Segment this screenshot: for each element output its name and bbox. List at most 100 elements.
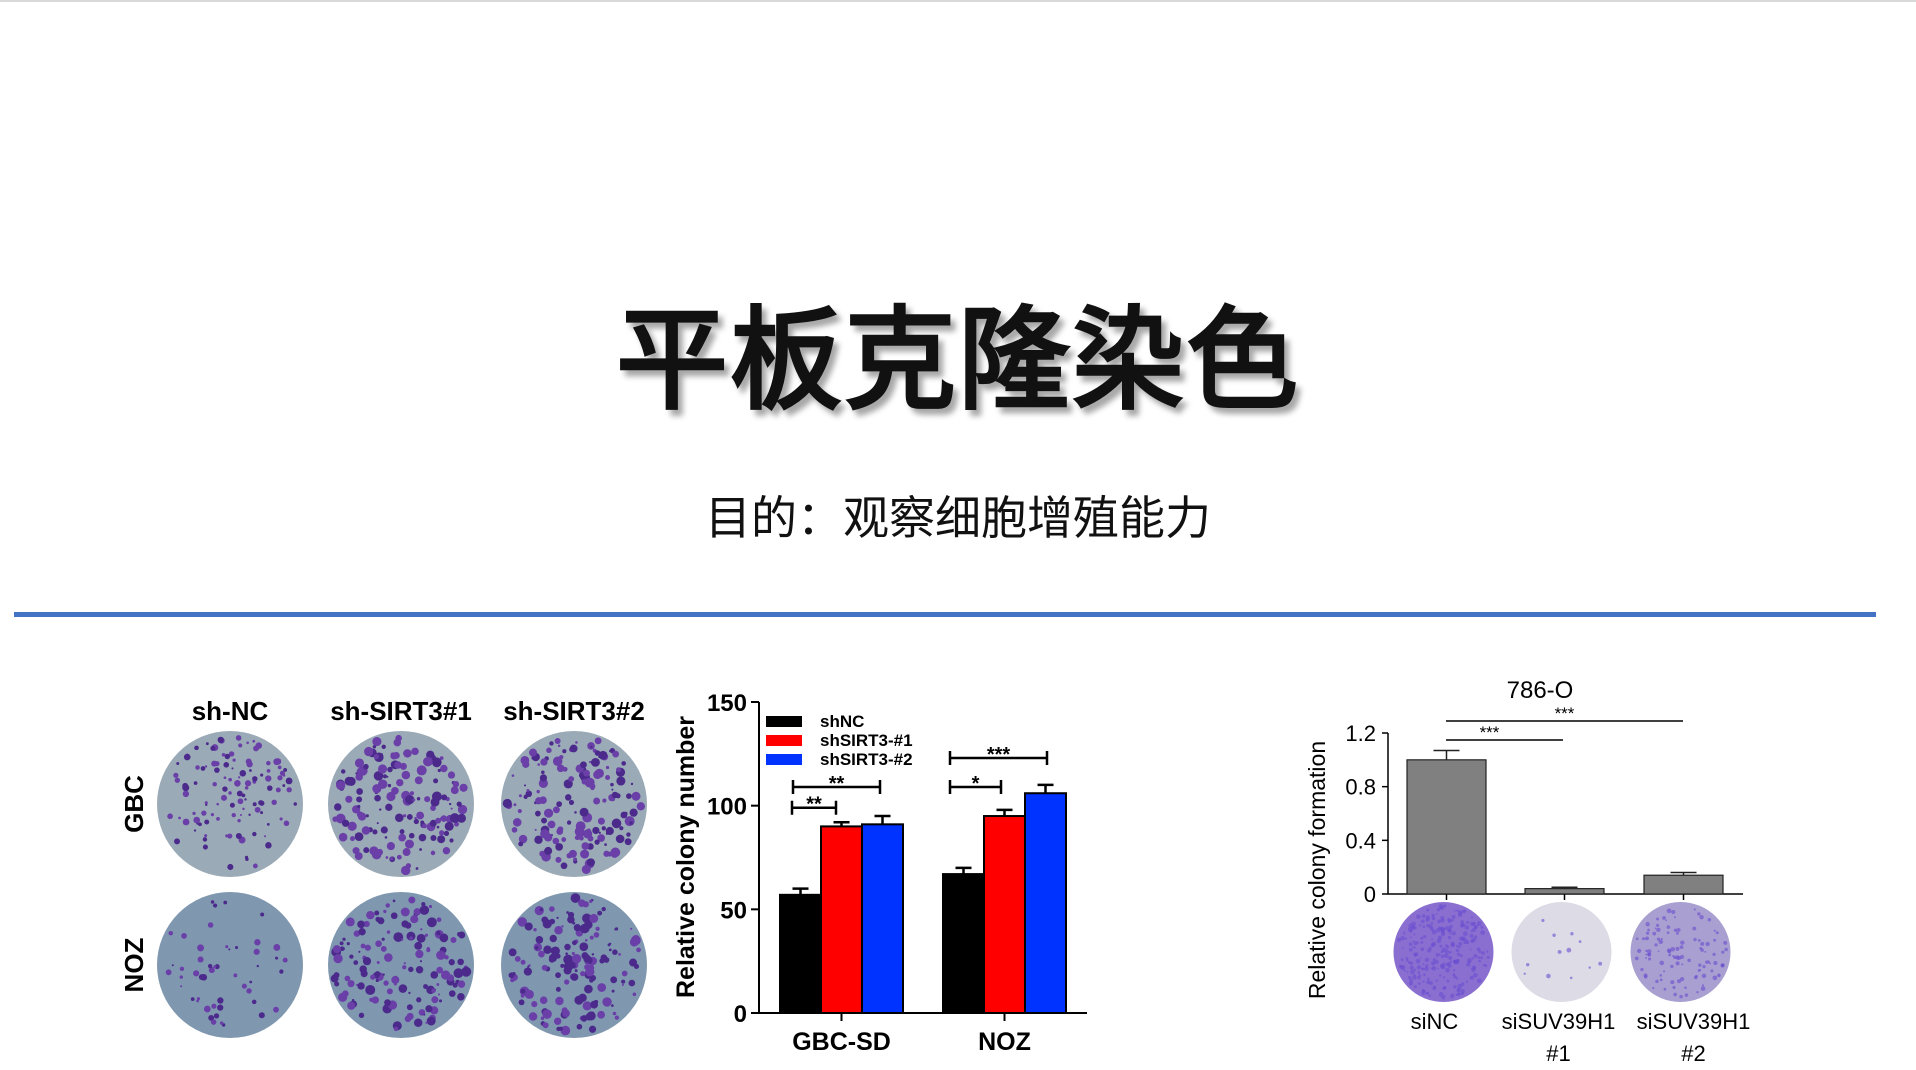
colony-dot [1409,965,1414,970]
colony-dot [204,801,208,805]
colony-dot [360,764,363,767]
colony-dot [512,972,516,976]
colony-dot [1701,973,1707,979]
colony-dot [203,1005,211,1013]
colony-dot [258,1012,265,1019]
colony-dot [518,999,525,1006]
colony-dot [408,991,411,995]
colony-dot [440,764,448,773]
colony-dot [277,775,283,781]
colony-dot [213,965,217,969]
colony-dot [436,966,443,974]
colony-dot [426,948,431,953]
colony-dot [390,752,398,760]
colony-dot [1698,963,1702,967]
colony-dot [541,916,549,924]
colony-dot [1666,908,1672,914]
significance-bracket [791,780,882,795]
colony-dot [585,967,595,977]
colony-dot [339,941,344,946]
colony-dot [605,774,611,780]
colony-dot [1460,920,1464,924]
colony-dot [1659,978,1663,982]
colony-dot [1437,919,1441,924]
colony-dot [443,830,450,837]
colony-dot [528,748,537,757]
colony-dot [386,842,395,851]
significance-label: * [972,773,980,795]
colony-dot [584,984,593,994]
colony-dot [557,744,561,747]
colony-dot [286,787,292,793]
colony-dot [221,752,226,757]
colony-dot [549,906,555,912]
colony-dot [1578,940,1582,943]
colony-dot [1680,976,1685,982]
colony-dot [537,763,541,766]
colony-dot [602,798,607,803]
colony-dot [273,758,281,766]
colony-dot [629,958,638,967]
colony-dot [260,811,264,815]
colony-dot [565,1029,568,1033]
colony-dot [217,997,224,1004]
colony-dot [605,765,610,770]
colony-dot [398,833,407,842]
colony-dot [1480,925,1484,929]
colony-dot [527,965,530,968]
legend-swatch [766,754,802,765]
colony-dot [1424,966,1429,972]
colony-dot [212,781,217,787]
colony-dot [552,837,560,845]
colony-dot [593,797,601,805]
colony-dot [252,802,257,807]
colony-dot [277,765,282,770]
colony-dot [590,745,593,749]
colony-dot [555,953,561,959]
colony-dot [424,796,431,803]
colony-dot [426,917,437,928]
colony-dot [543,945,552,954]
colony-dot [1713,929,1716,932]
colony-dot [391,975,400,984]
colony-dot [562,749,567,754]
colony-dot [346,942,350,946]
colony-dot [1645,953,1648,956]
colony-dot [381,744,386,750]
colony-dot [1480,930,1485,935]
colony-dot [1641,937,1645,941]
plate-dish [1630,902,1731,1002]
colony-dot [633,796,637,800]
colony-dot [612,949,618,955]
colony-dot [171,964,174,967]
colony-dot [1455,948,1460,953]
colony-dot [342,819,350,827]
colony-dot [1436,938,1442,944]
colony-dot [228,948,231,951]
colony-dot [249,980,253,984]
colony-dot [416,811,422,818]
significance-label: ** [829,773,845,795]
colony-dot [438,993,441,996]
y-tick-label: 0.8 [1345,775,1376,800]
colony-dot [581,902,586,907]
colony-dot [404,839,414,849]
colony-dot [258,800,264,806]
colony-dot [265,842,272,849]
colony-dot [610,782,614,787]
error-bar [1433,749,1460,760]
colony-dot [416,797,421,801]
colony-dot [440,815,448,822]
colony-dot [1410,969,1415,975]
colony-dot [518,841,524,847]
colony-dot [238,743,243,748]
colony-dot [1676,927,1681,932]
colony-dot [436,930,441,936]
colony-dot [457,993,465,1001]
colony-dot [204,834,208,838]
colony-dot [1407,975,1412,980]
column-label: sh-SIRT3#1 [330,696,472,726]
colony-dot [358,928,366,936]
colony-dot [416,997,422,1003]
colony-dot [363,763,369,770]
